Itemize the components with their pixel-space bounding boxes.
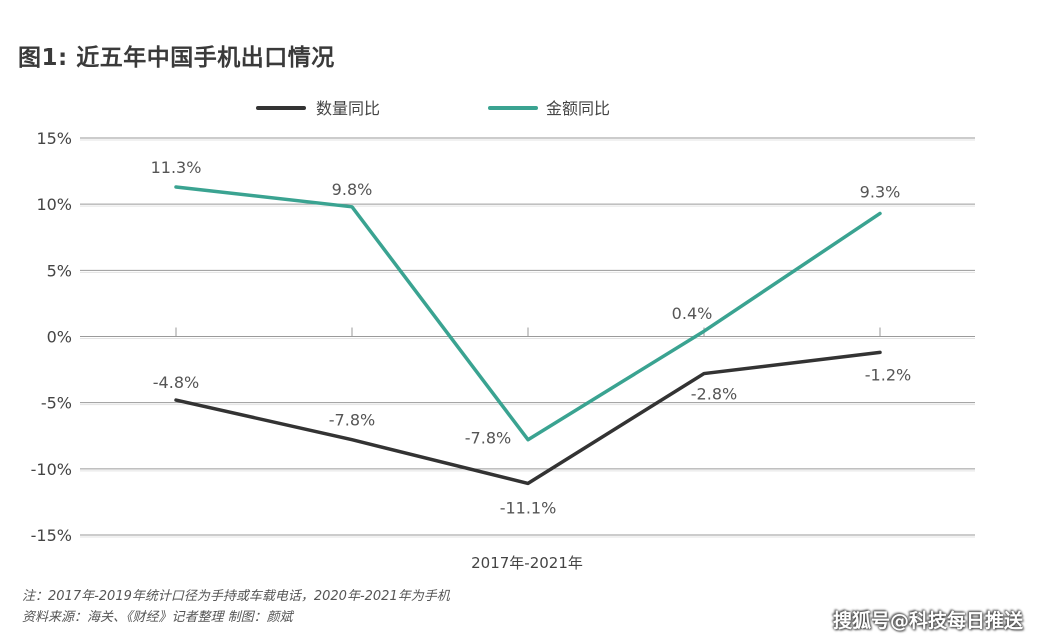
series-lines xyxy=(174,185,882,486)
chart-title: 图1: 近五年中国手机出口情况 xyxy=(18,45,335,71)
data-label: 9.3% xyxy=(860,182,901,201)
legend-label: 数量同比 xyxy=(316,99,380,118)
watermark: 搜狐号@科技每日推送 xyxy=(832,610,1023,632)
y-tick-label: 15% xyxy=(36,129,72,148)
y-tick-label: 10% xyxy=(36,195,72,214)
legend: 数量同比 金额同比 xyxy=(256,99,610,118)
note-line-1: 注：2017年-2019年统计口径为手持或车载电话，2020年-2021年为手机 xyxy=(22,589,450,604)
legend-label: 金额同比 xyxy=(546,99,610,118)
series-line-amount xyxy=(174,185,882,442)
data-label: 11.3% xyxy=(151,158,202,177)
data-label: 9.8% xyxy=(332,180,373,199)
series-line-quantity xyxy=(174,350,882,486)
y-tick-label: -10% xyxy=(31,460,72,479)
y-tick-label: 5% xyxy=(47,261,72,280)
data-label: -7.8% xyxy=(465,429,511,448)
data-label: -11.1% xyxy=(500,498,557,517)
grid-lines xyxy=(80,137,975,538)
data-label: -4.8% xyxy=(153,373,199,392)
y-tick-label: -5% xyxy=(41,394,72,413)
data-label: 0.4% xyxy=(672,304,713,323)
source-line: 资料来源：海关、《财经》记者整理 制图：颜斌 xyxy=(22,610,293,625)
data-label: -2.8% xyxy=(691,385,737,404)
data-label: -1.2% xyxy=(865,365,911,384)
x-axis-label: 2017年-2021年 xyxy=(471,554,583,572)
data-label: -7.8% xyxy=(329,411,375,430)
y-tick-label: -15% xyxy=(31,526,72,545)
x-axis-ticks xyxy=(175,327,881,337)
y-tick-label: 0% xyxy=(47,328,72,347)
data-labels: -4.8% -7.8% -11.1% -2.8% -1.2% 11.3% 9.8% -7.8%… xyxy=(151,158,912,517)
y-axis: 15% 10% 5% 0% -5% -10% -15% xyxy=(31,129,72,545)
